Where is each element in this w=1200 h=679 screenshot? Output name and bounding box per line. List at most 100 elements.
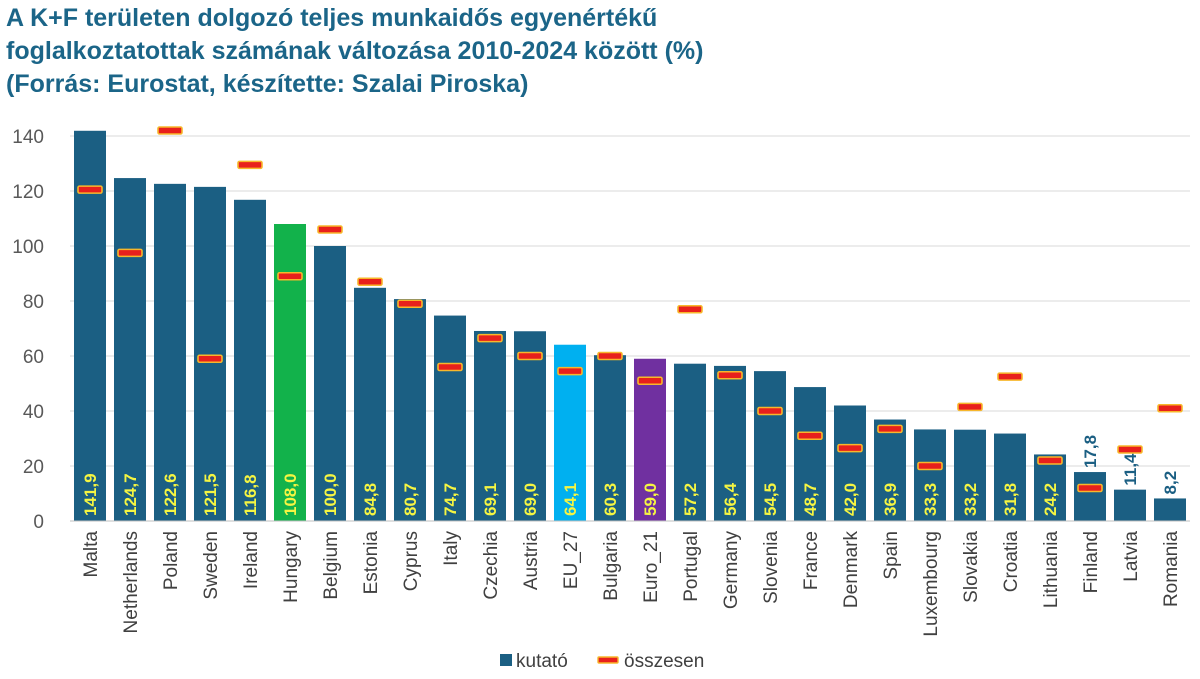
x-tick-label: Sweden: [201, 531, 222, 600]
bar-malta: [74, 130, 106, 521]
osszesen-marker: [317, 225, 343, 234]
osszesen-marker: [1157, 403, 1183, 413]
legend-swatch-osszesen: [597, 656, 619, 664]
x-tick-label: Poland: [161, 531, 182, 590]
bar-denmark: [834, 405, 866, 521]
bar-portugal: [674, 363, 706, 521]
bar-bulgaria: [594, 355, 626, 521]
osszesen-marker: [1077, 483, 1103, 493]
osszesen-marker: [397, 299, 423, 309]
x-tick-label: France: [801, 531, 822, 590]
data-label: 59,0: [641, 483, 660, 516]
bar-austria: [514, 331, 546, 521]
bar-belgium: [314, 246, 346, 521]
bar-estonia: [354, 287, 386, 521]
x-tick-label: Croatia: [1001, 531, 1022, 593]
data-label: 74,7: [441, 483, 460, 516]
x-tick-label: Luxembourg: [921, 531, 942, 637]
data-label: 42,0: [841, 483, 860, 516]
chart-title: A K+F területen dolgozó teljes munkaidős…: [6, 2, 703, 101]
legend-swatch-kutato: [500, 654, 512, 666]
x-tick-label: Ireland: [241, 531, 262, 589]
bar-slovenia: [754, 371, 786, 521]
bar-france: [794, 387, 826, 521]
y-tick-label: 20: [23, 457, 44, 478]
x-tick-label: Italy: [441, 531, 462, 566]
osszesen-marker: [277, 271, 303, 281]
data-label: 80,7: [401, 483, 420, 516]
x-tick-label: Cyprus: [401, 531, 422, 591]
x-tick-label: Belgium: [321, 531, 342, 600]
bar-croatia: [994, 433, 1026, 521]
osszesen-marker: [1117, 445, 1143, 454]
bar-netherlands: [114, 178, 146, 521]
bar-slovakia: [954, 429, 986, 521]
data-label: 121,5: [201, 473, 220, 516]
title-line-3: (Forrás: Eurostat, készítette: Szalai Pi…: [6, 70, 529, 98]
y-tick-label: 0: [33, 512, 44, 533]
data-label: 116,8: [241, 474, 260, 516]
osszesen-marker: [837, 443, 863, 453]
data-label: 69,0: [521, 483, 540, 516]
osszesen-marker: [597, 351, 623, 361]
y-tick-label: 60: [23, 347, 44, 368]
x-tick-label: Denmark: [841, 531, 862, 609]
x-tick-label: EU_27: [561, 531, 582, 589]
osszesen-marker: [677, 304, 703, 314]
data-label: 24,2: [1041, 483, 1060, 516]
bar-sweden: [194, 186, 226, 521]
bar-cyprus: [394, 299, 426, 521]
x-tick-label: Spain: [881, 531, 902, 580]
bar-luxembourg: [914, 429, 946, 521]
osszesen-marker: [557, 366, 583, 376]
x-tick-label: Slovenia: [761, 531, 782, 604]
data-label: 31,8: [1001, 483, 1020, 516]
y-tick-label: 120: [12, 182, 44, 203]
data-label: 108,0: [281, 473, 300, 516]
bar-euro-21: [634, 358, 666, 521]
x-tick-label: Latvia: [1121, 531, 1142, 582]
y-tick-label: 100: [12, 237, 44, 258]
legend-label-kutato: kutató: [516, 651, 568, 672]
data-label: 124,7: [121, 473, 140, 516]
osszesen-marker: [157, 126, 183, 135]
x-tick-label: Netherlands: [121, 531, 142, 633]
data-label: 54,5: [761, 483, 780, 516]
bar-czechia: [474, 330, 506, 521]
data-label: 60,3: [601, 483, 620, 516]
y-tick-label: 40: [23, 402, 44, 423]
x-tick-label: Malta: [81, 531, 102, 578]
x-tick-label: Hungary: [281, 531, 302, 603]
osszesen-marker: [797, 431, 823, 441]
osszesen-marker: [957, 402, 983, 412]
legend-label-osszesen: összesen: [624, 651, 704, 672]
x-tick-label: Lithuania: [1041, 531, 1062, 609]
data-label: 122,6: [161, 473, 180, 516]
data-label: 56,4: [721, 482, 740, 516]
osszesen-marker: [917, 461, 943, 471]
bar-latvia: [1114, 489, 1146, 521]
x-tick-label: Euro_21: [641, 531, 662, 603]
x-tick-label: Finland: [1081, 531, 1102, 593]
data-label: 141,9: [81, 473, 100, 516]
data-label: 64,1: [561, 483, 580, 516]
title-line-2: foglalkoztatottak számának változása 201…: [6, 37, 704, 65]
x-tick-label: Germany: [721, 531, 742, 610]
osszesen-marker: [757, 406, 783, 416]
x-tick-label: Portugal: [681, 531, 702, 602]
data-label: 17,8: [1081, 435, 1100, 468]
osszesen-marker: [997, 372, 1023, 381]
osszesen-marker: [1037, 456, 1063, 465]
bar-italy: [434, 315, 466, 521]
osszesen-marker: [717, 370, 743, 380]
x-tick-label: Bulgaria: [601, 531, 622, 601]
data-label: 100,0: [321, 473, 340, 516]
osszesen-marker: [877, 424, 903, 434]
x-tick-label: Czechia: [481, 531, 502, 600]
bar-germany: [714, 365, 746, 521]
bar-romania: [1154, 498, 1186, 521]
osszesen-marker: [237, 160, 263, 170]
data-label: 84,8: [361, 483, 380, 516]
osszesen-marker: [637, 376, 663, 386]
